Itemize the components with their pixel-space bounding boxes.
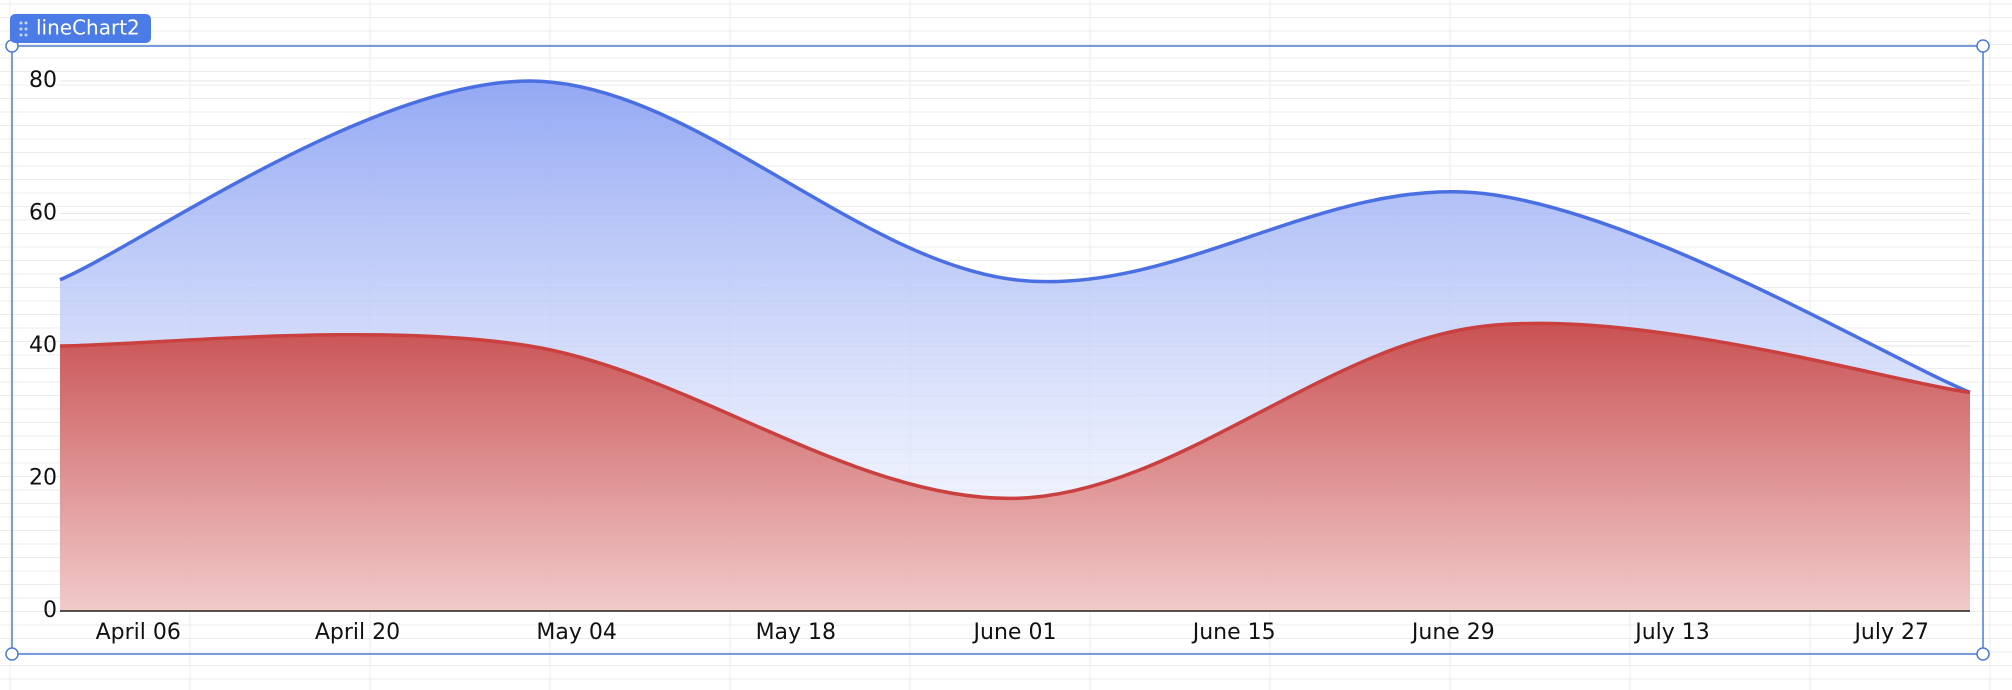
selection-box[interactable]: [11, 45, 1984, 655]
widget-label: lineChart2: [36, 16, 140, 40]
resize-handle[interactable]: [1976, 647, 1990, 661]
x-tick-label: April 06: [96, 620, 181, 645]
drag-handle[interactable]: [19, 21, 28, 37]
x-tick-label: June 29: [1410, 620, 1495, 645]
y-tick-label: 20: [29, 466, 57, 491]
y-tick-label: 0: [43, 598, 57, 623]
chart: 0 20 40 60 80 April 06 April 20 May 04 May 18 Jun…: [29, 68, 1971, 645]
resize-handle[interactable]: [5, 647, 19, 661]
x-tick-label: July 27: [1852, 620, 1929, 645]
resize-handle[interactable]: [1976, 39, 1990, 53]
x-tick-label: April 20: [315, 620, 400, 645]
y-tick-label: 60: [29, 201, 57, 226]
y-tick-label: 40: [29, 333, 57, 358]
y-tick-label: 80: [29, 68, 57, 93]
x-tick-label: May 18: [756, 620, 836, 645]
widget-tag[interactable]: [10, 14, 151, 43]
x-tick-label: June 15: [1191, 620, 1276, 645]
line: [59, 79, 1971, 394]
line: [59, 321, 1971, 501]
x-tick-label: May 04: [536, 620, 616, 645]
x-tick-label: July 13: [1633, 620, 1710, 645]
area: [60, 323, 1970, 611]
x-tick-label: June 01: [972, 620, 1057, 645]
